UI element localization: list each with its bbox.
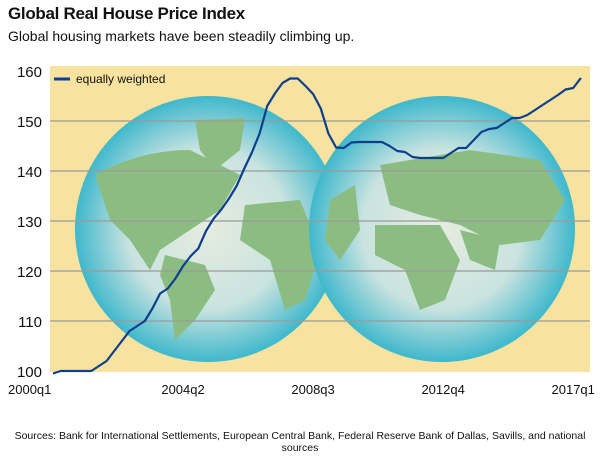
- chart-title: Global Real House Price Index: [8, 4, 245, 23]
- chart-subtitle: Global housing markets have been steadil…: [8, 28, 355, 44]
- y-tick-label: 160: [17, 64, 42, 81]
- globe-eurasia: [309, 96, 575, 362]
- x-tick-label: 2017q1: [552, 382, 595, 397]
- x-tick-label: 2004q2: [161, 382, 204, 397]
- y-tick-label: 140: [17, 164, 42, 181]
- source-note: Sources: Bank for International Settleme…: [14, 430, 586, 454]
- legend: equally weighted: [54, 72, 165, 86]
- legend-label: equally weighted: [76, 72, 165, 86]
- y-tick-label: 110: [18, 314, 42, 331]
- series-line-equally-weighted: [52, 77, 582, 375]
- y-tick-label: 150: [17, 114, 42, 131]
- y-tick-label: 120: [17, 264, 42, 281]
- x-tick-label: 2008q3: [291, 382, 334, 397]
- x-tick-label: 2012q4: [421, 382, 464, 397]
- y-tick-label: 100: [17, 364, 42, 381]
- y-tick-label: 130: [17, 214, 42, 231]
- x-tick-label: 2000q1: [8, 382, 51, 397]
